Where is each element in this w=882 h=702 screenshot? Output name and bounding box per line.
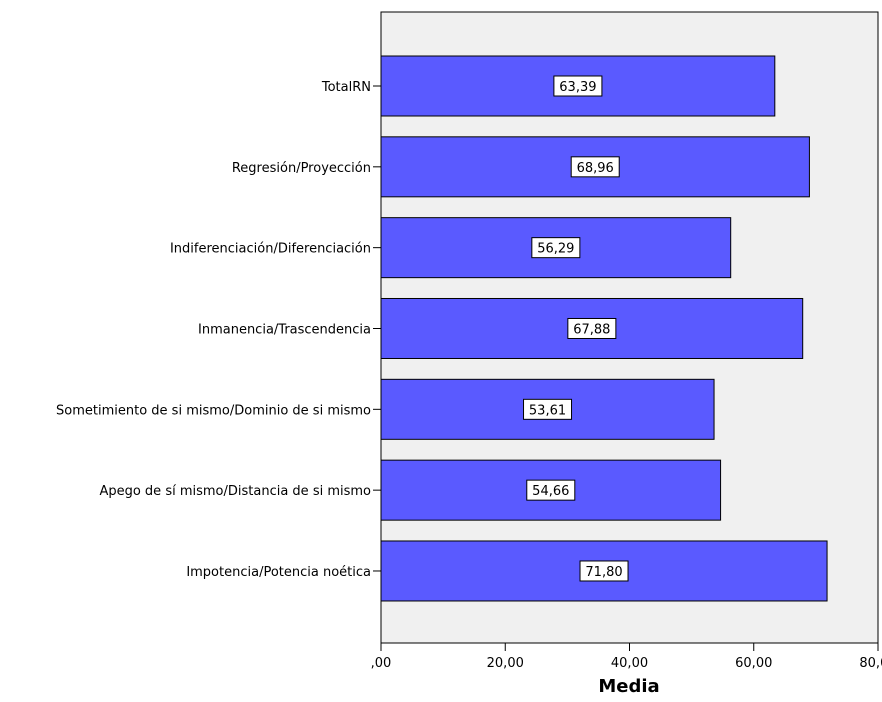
axes-layer: TotalRN Regresión/Proyección Indiferenciac… — [56, 80, 882, 671]
data-label: 53,61 — [529, 403, 566, 418]
data-label: 56,29 — [537, 242, 574, 257]
data-label: 71,80 — [585, 565, 622, 580]
category-label: Apego de sí mismo/Distancia de si mismo — [99, 484, 371, 499]
data-label-box — [531, 237, 581, 259]
category-label: Indiferenciación/Diferenciación — [170, 242, 371, 257]
data-label-box — [553, 75, 603, 97]
data-label-box — [523, 398, 573, 420]
data-label-box — [567, 317, 617, 339]
category-label: Inmanencia/Trascendencia — [198, 322, 371, 337]
data-label-box — [579, 560, 629, 582]
data-label: 68,96 — [577, 161, 614, 176]
data-label: 67,88 — [573, 322, 610, 337]
category-label: Impotencia/Potencia noética — [186, 565, 371, 580]
x-tick-label: 60,00 — [735, 656, 772, 671]
category-label: Sometimiento de si mismo/Dominio de si m… — [56, 403, 371, 418]
x-tick-label: 40,00 — [611, 656, 648, 671]
category-label: TotalRN — [321, 80, 371, 95]
data-label: 63,39 — [559, 80, 596, 95]
x-axis-title: Media — [598, 676, 659, 697]
data-label-box — [526, 479, 576, 501]
data-label: 54,66 — [532, 484, 569, 499]
bars-layer: 63,39 68,96 56,29 67,88 53,61 54,66 71,80 — [380, 55, 828, 602]
category-label: Regresión/Proyección — [232, 161, 371, 176]
x-tick-label: 20,00 — [487, 656, 524, 671]
x-tick-label: ,00 — [371, 656, 392, 671]
x-tick-label: 80,00 — [859, 656, 882, 671]
data-label-box — [570, 156, 620, 178]
